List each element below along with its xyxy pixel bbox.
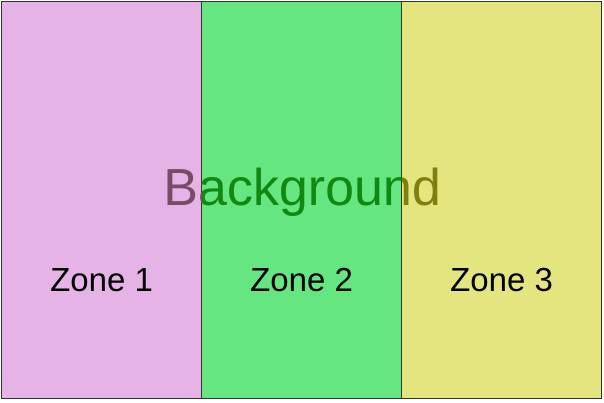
zone-2-label: Zone 2 xyxy=(250,261,353,298)
zone-3: Zone 3 xyxy=(401,1,602,399)
zone-1-label: Zone 1 xyxy=(50,261,153,298)
zone-2: Zone 2 xyxy=(201,1,402,399)
zone-1: Zone 1 xyxy=(1,1,202,399)
zone-3-label: Zone 3 xyxy=(450,261,553,298)
